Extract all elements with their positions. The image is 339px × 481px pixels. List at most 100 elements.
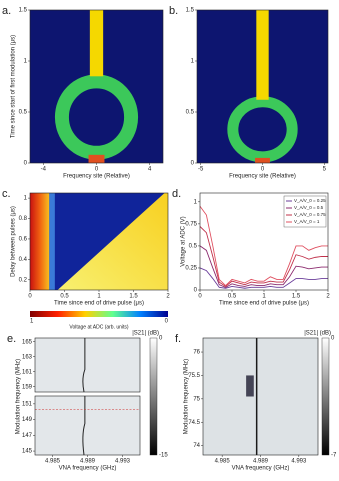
y-tick-label: 1 bbox=[194, 199, 198, 205]
legend-label: V_A/V_0 = 0.5 bbox=[294, 205, 324, 210]
y-tick-label: 1 bbox=[191, 59, 195, 65]
x-tick-label: -4 bbox=[41, 167, 47, 173]
y-tick-label: 0.2 bbox=[19, 277, 28, 283]
heatmap-band bbox=[49, 193, 55, 290]
x-axis-label: VNA frequency (GHz) bbox=[232, 466, 290, 472]
resonance-shift bbox=[246, 375, 254, 397]
x-axis-label: Time since end of drive pulse (μs) bbox=[219, 301, 309, 307]
colorbar-label: Voltage at ADC (arb. units) bbox=[69, 324, 129, 330]
colorbar bbox=[321, 337, 330, 456]
y-tick-label: 76 bbox=[193, 350, 200, 356]
colorbar bbox=[30, 311, 168, 317]
y-tick-label: 0 bbox=[191, 161, 195, 167]
x-tick-label: -5 bbox=[198, 167, 204, 173]
resonance-line bbox=[82, 396, 86, 456]
x-tick-label: 0 bbox=[261, 167, 265, 173]
spectrogram-bg bbox=[203, 338, 318, 455]
heatmap-column bbox=[256, 10, 269, 100]
panel-label: e. bbox=[7, 333, 16, 345]
y-tick-label: 0.4 bbox=[19, 257, 28, 263]
panel-label: f. bbox=[175, 333, 181, 345]
x-tick-label: 0.5 bbox=[228, 294, 237, 300]
data-line bbox=[199, 245, 328, 288]
heatmap-wedge bbox=[57, 193, 168, 290]
y-tick-label: 165 bbox=[22, 339, 33, 345]
panel-label: c. bbox=[2, 188, 11, 200]
y-tick-label: 1.5 bbox=[19, 8, 28, 14]
colorbar-tick-label: -15 bbox=[159, 453, 168, 459]
y-tick-label: 151 bbox=[22, 401, 33, 407]
data-line bbox=[199, 205, 328, 287]
x-tick-label: 2 bbox=[166, 294, 170, 300]
x-tick-label: 0.5 bbox=[60, 294, 69, 300]
spectrogram-bg bbox=[35, 338, 140, 392]
colorbar bbox=[149, 337, 158, 456]
y-tick-label: 1.5 bbox=[186, 8, 195, 14]
colorbar-label: |S21| (dB) bbox=[304, 331, 331, 337]
x-tick-label: 0 bbox=[198, 294, 202, 300]
y-axis-label: Time since start of first modulation (μs… bbox=[11, 35, 17, 138]
resonance-line bbox=[82, 338, 86, 393]
y-tick-label: 0 bbox=[24, 161, 28, 167]
y-tick-label: 75.5 bbox=[188, 373, 200, 379]
y-tick-label: 0.6 bbox=[19, 237, 28, 243]
y-axis-label: Delay between pulses (μs) bbox=[11, 206, 17, 277]
heatmap-ring bbox=[227, 96, 298, 163]
y-tick-label: 145 bbox=[22, 449, 33, 455]
x-tick-label: 1 bbox=[97, 294, 101, 300]
x-tick-label: 0 bbox=[95, 167, 99, 173]
x-tick-label: 1.5 bbox=[129, 294, 138, 300]
y-tick-label: 75 bbox=[193, 396, 200, 402]
y-axis-label: Modulation frequency (MHz) bbox=[184, 359, 190, 434]
colorbar-tick-label: 0 bbox=[165, 319, 169, 325]
y-tick-label: 0.8 bbox=[19, 216, 28, 222]
y-axis-label: Modulation frequency (MHz) bbox=[16, 359, 22, 434]
y-tick-label: 0.5 bbox=[19, 110, 28, 116]
colorbar-tick-label: 1 bbox=[30, 319, 34, 325]
x-axis-label: Frequency site (Relative) bbox=[229, 174, 296, 180]
plot-frame bbox=[34, 337, 141, 393]
legend-label: V_A/V_0 = 0.25 bbox=[294, 198, 326, 203]
x-tick-label: 2 bbox=[326, 294, 330, 300]
panel-label: a. bbox=[2, 5, 11, 17]
legend-label: V_A/V_0 = 0.75 bbox=[294, 212, 326, 217]
y-axis-label: Voltage at ADC (V) bbox=[181, 216, 187, 266]
y-tick-label: 163 bbox=[22, 354, 33, 360]
x-axis-label: Time since end of drive pulse (μs) bbox=[54, 301, 144, 307]
x-axis-label: VNA frequency (GHz) bbox=[59, 466, 117, 472]
colorbar-label: |S21| (dB) bbox=[132, 331, 159, 337]
y-tick-label: 0.5 bbox=[186, 110, 195, 116]
y-tick-label: 149 bbox=[22, 417, 33, 423]
x-tick-label: 4.985 bbox=[215, 459, 231, 465]
colorbar-tick-label: 0 bbox=[159, 336, 163, 342]
heatmap-column bbox=[89, 10, 104, 77]
y-tick-label: 1 bbox=[24, 59, 28, 65]
x-tick-label: 4.993 bbox=[291, 459, 307, 465]
y-tick-label: 1 bbox=[24, 196, 28, 202]
legend-label: V_A/V_0 = 1 bbox=[294, 219, 320, 224]
x-tick-label: 4 bbox=[148, 167, 152, 173]
x-tick-label: 4.989 bbox=[253, 459, 269, 465]
x-tick-label: 1 bbox=[262, 294, 266, 300]
panel-label: d. bbox=[172, 188, 181, 200]
y-tick-label: 0.75 bbox=[185, 221, 197, 227]
x-tick-label: 1.5 bbox=[292, 294, 301, 300]
data-line bbox=[199, 267, 328, 289]
panel-label: b. bbox=[169, 5, 178, 17]
x-tick-label: 5 bbox=[323, 167, 327, 173]
x-tick-label: 4.993 bbox=[115, 459, 131, 465]
data-line bbox=[199, 226, 328, 288]
spectrogram-bg bbox=[35, 396, 140, 455]
y-tick-label: 0.25 bbox=[185, 266, 197, 272]
y-tick-label: 0 bbox=[194, 288, 198, 294]
heatmap-spot bbox=[88, 154, 105, 163]
colorbar-tick-label: 0 bbox=[331, 336, 335, 342]
colorbar-tick-label: -7 bbox=[331, 453, 337, 459]
x-tick-label: 4.985 bbox=[45, 459, 61, 465]
y-tick-label: 74.5 bbox=[188, 420, 200, 426]
x-tick-label: 4.989 bbox=[80, 459, 96, 465]
y-tick-label: 147 bbox=[22, 433, 33, 439]
y-tick-label: 74 bbox=[193, 443, 200, 449]
y-tick-label: 161 bbox=[22, 369, 33, 375]
